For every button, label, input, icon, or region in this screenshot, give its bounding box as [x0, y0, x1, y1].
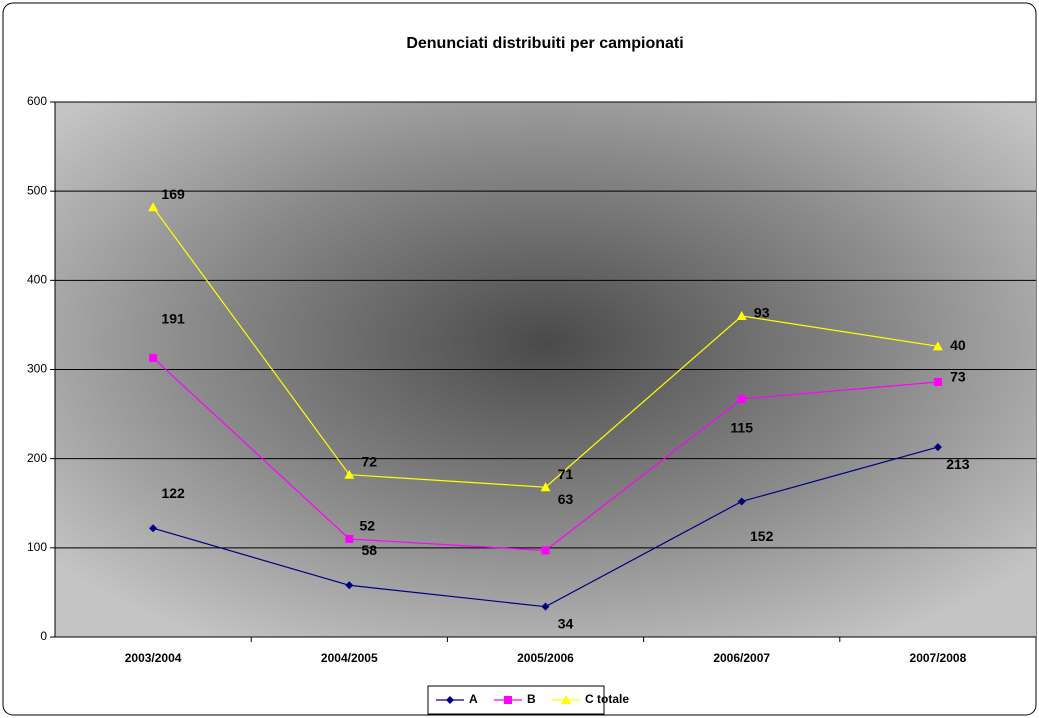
- marker: [540, 482, 551, 492]
- marker: [345, 581, 354, 590]
- y-tick-label: 200: [27, 451, 47, 465]
- marker: [737, 497, 746, 506]
- marker: [541, 546, 550, 555]
- marker: [345, 534, 354, 543]
- marker: [148, 202, 159, 212]
- legend-label: C totale: [585, 692, 629, 706]
- y-tick-label: 100: [27, 540, 47, 554]
- marker: [736, 311, 747, 320]
- data-label: 191: [161, 311, 185, 327]
- marker: [504, 696, 512, 704]
- data-label: 72: [362, 453, 378, 469]
- marker: [932, 341, 943, 351]
- x-tick-label: 2004/2005: [321, 651, 378, 665]
- data-label: 169: [161, 186, 185, 202]
- data-label: 115: [730, 420, 753, 436]
- chart-title: Denunciati distribuiti per campionati: [406, 35, 683, 52]
- y-tick-label: 0: [40, 629, 47, 643]
- data-label: 71: [558, 466, 574, 482]
- marker: [737, 394, 746, 403]
- data-label: 73: [950, 369, 966, 385]
- marker: [933, 443, 942, 452]
- data-label: 152: [750, 528, 774, 544]
- marker: [561, 695, 571, 704]
- y-tick-label: 400: [27, 273, 47, 287]
- marker: [933, 377, 942, 386]
- data-label: 93: [754, 305, 770, 321]
- marker: [541, 602, 550, 611]
- x-tick-label: 2003/2004: [125, 651, 182, 665]
- data-label: 58: [362, 542, 378, 558]
- data-label: 213: [946, 456, 970, 472]
- x-tick-label: 2007/2008: [910, 651, 967, 665]
- y-tick-label: 300: [27, 362, 47, 376]
- marker: [149, 353, 158, 362]
- data-label: 34: [558, 615, 574, 631]
- y-tick-label: 500: [27, 183, 47, 197]
- data-label: 63: [558, 491, 574, 507]
- x-tick-label: 2005/2006: [517, 651, 574, 665]
- data-label: 40: [950, 337, 966, 353]
- x-tick-label: 2006/2007: [713, 651, 770, 665]
- data-label: 52: [360, 518, 376, 534]
- data-label: 122: [161, 485, 185, 501]
- legend-label: B: [527, 692, 536, 706]
- marker: [446, 696, 454, 704]
- legend-label: A: [469, 692, 478, 706]
- marker: [149, 524, 158, 533]
- marker: [344, 469, 355, 479]
- y-tick-label: 600: [27, 94, 47, 108]
